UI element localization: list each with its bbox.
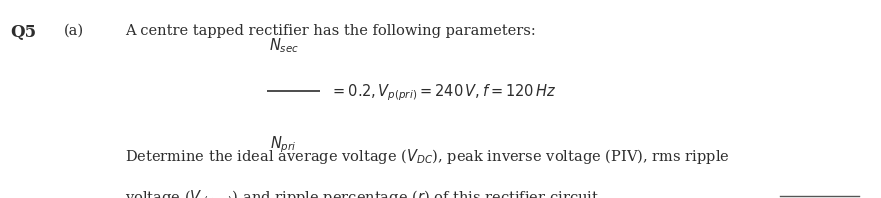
Text: Q5: Q5 xyxy=(11,24,37,41)
Text: $N_{pri}$: $N_{pri}$ xyxy=(270,135,297,155)
Text: A centre tapped rectifier has the following parameters:: A centre tapped rectifier has the follow… xyxy=(125,24,536,38)
Text: voltage ($V_{r(rms)}$) and ripple percentage ($r$) of this rectifier circuit.: voltage ($V_{r(rms)}$) and ripple percen… xyxy=(125,188,603,198)
Text: (a): (a) xyxy=(63,24,84,38)
Text: $= 0.2, V_{p(pri)} = 240\,V, f = 120\,Hz$: $= 0.2, V_{p(pri)} = 240\,V, f = 120\,Hz… xyxy=(330,83,557,103)
Text: $N_{sec}$: $N_{sec}$ xyxy=(269,37,299,55)
Text: Determine the ideal average voltage ($V_{DC}$), peak inverse voltage (PIV), rms : Determine the ideal average voltage ($V_… xyxy=(125,147,729,166)
